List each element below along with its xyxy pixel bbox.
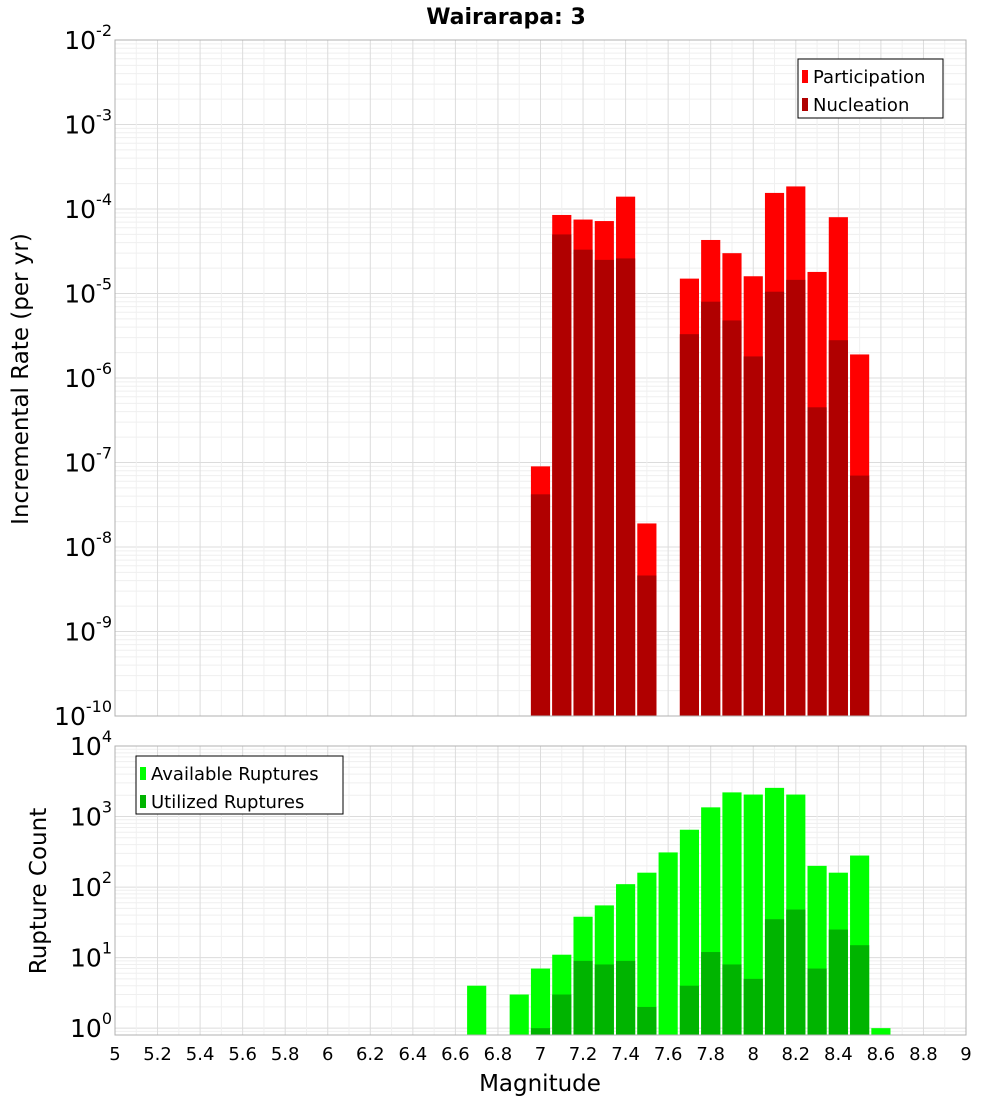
count-bar-a [871,1028,891,1035]
y-tick-label: 10-8 [64,528,112,562]
count-bar-a [743,794,763,1035]
count-bar-b [616,960,636,1035]
count-bar-b [807,968,827,1035]
legend-swatch [802,70,808,83]
count-bar-a [530,968,551,1035]
rate-bar-b [573,249,593,716]
rate-bar-b [828,340,848,716]
y-tick-label: 10-7 [64,444,112,478]
x-tick-label: 7.6 [654,1044,683,1065]
rate-bar-b [701,301,721,716]
top-y-tick-labels: 10-2 10-3 10-4 10-5 10-6 10-7 10-8 10-9 10-10 [54,21,112,731]
count-bar-b [786,909,806,1035]
rate-bar-b [786,279,806,716]
rate-bar-b [743,356,763,716]
y-tick-label: 10-4 [64,190,112,224]
rate-bar-b [807,407,827,716]
rate-bar-b [722,320,742,716]
y-tick-label: 101 [70,939,112,973]
count-bar-b [764,919,785,1035]
count-bar-a [679,829,699,1035]
rate-bar-b [850,475,870,716]
x-tick-label: 5.6 [228,1044,257,1065]
x-tick-label: 7.8 [696,1044,725,1065]
bottom-y-tick-labels: 104 103 102 101 100 [70,727,112,1043]
y-tick-label: 10-5 [64,275,112,309]
rate-bar-b [616,258,636,716]
top-bars [530,186,870,717]
count-bar-b [743,978,763,1035]
count-bar-b [828,929,848,1035]
legend-box [135,755,344,815]
legend-label: Nucleation [813,95,909,116]
count-bar-b [679,985,699,1035]
y-tick-label: 10-2 [64,21,112,55]
legend-swatch [802,98,808,111]
x-tick-label: 8.2 [781,1044,810,1065]
top-legend: Participation Nucleation [797,58,944,119]
y-tick-label: 10-10 [54,697,112,731]
x-tick-label: 6.8 [484,1044,513,1065]
rate-bar-b [594,259,614,716]
y-tick-label: 104 [70,727,112,761]
y-tick-label: 100 [70,1009,112,1043]
y-tick-label: 10-9 [64,613,112,647]
x-tick-labels: 5 5.2 5.4 5.6 5.8 6 6.2 6.4 6.6 6.8 7 7.2 7.4 7.6 7.8 8… [109,1044,971,1065]
rate-bar-b [530,494,551,716]
x-tick-label: 8.4 [824,1044,853,1065]
count-bar-b [701,952,721,1035]
count-bar-b [722,964,742,1035]
count-bar-b [850,945,870,1035]
y-tick-label: 10-6 [64,359,112,393]
x-tick-label: 6.2 [356,1044,385,1065]
count-bar-b [552,994,572,1035]
x-tick-label: 9 [960,1044,971,1065]
y-tick-label: 102 [70,868,112,902]
legend-label: Available Ruptures [151,764,319,785]
x-tick-label: 5 [109,1044,120,1065]
bottom-bars [467,787,891,1035]
count-bar-b [530,1028,551,1035]
bottom-plot-frame [114,745,967,1036]
top-y-axis-label: Incremental Rate (per yr) [8,233,34,525]
legend-label: Participation [813,67,925,88]
count-bar-b [594,964,614,1035]
x-tick-label: 6.4 [399,1044,428,1065]
x-tick-label: 7.2 [569,1044,598,1065]
y-tick-label: 10-3 [64,106,112,140]
rate-bar-b [764,291,785,716]
x-tick-label: 7.4 [611,1044,640,1065]
x-tick-label: 8.8 [909,1044,938,1065]
bottom-legend: Available Ruptures Utilized Ruptures [135,755,344,815]
count-bar-a [658,852,678,1035]
count-bar-a [509,994,529,1035]
bottom-y-axis-label: Rupture Count [26,808,52,974]
rate-bar-b [552,234,572,717]
y-tick-label: 103 [70,798,112,832]
x-tick-label: 6 [322,1044,333,1065]
legend-box [797,58,944,119]
x-tick-label: 7 [535,1044,546,1065]
x-tick-label: 8.6 [867,1044,896,1065]
x-tick-label: 8 [748,1044,759,1065]
rate-bar-b [637,575,657,716]
count-bar-b [637,1006,657,1035]
top-plot-frame [114,39,967,717]
x-tick-label: 5.8 [271,1044,300,1065]
chart-title: Wairarapa: 3 [426,5,586,30]
count-bar-a [637,872,657,1035]
x-axis-label: Magnitude [479,1071,601,1097]
rate-bar-b [679,334,699,716]
legend-swatch [140,795,146,808]
x-tick-label: 6.6 [441,1044,470,1065]
legend-swatch [140,767,146,780]
count-bar-a [467,985,487,1035]
legend-label: Utilized Ruptures [151,792,304,813]
x-tick-label: 5.4 [186,1044,215,1065]
x-tick-label: 5.2 [143,1044,172,1065]
count-bar-b [573,960,593,1035]
